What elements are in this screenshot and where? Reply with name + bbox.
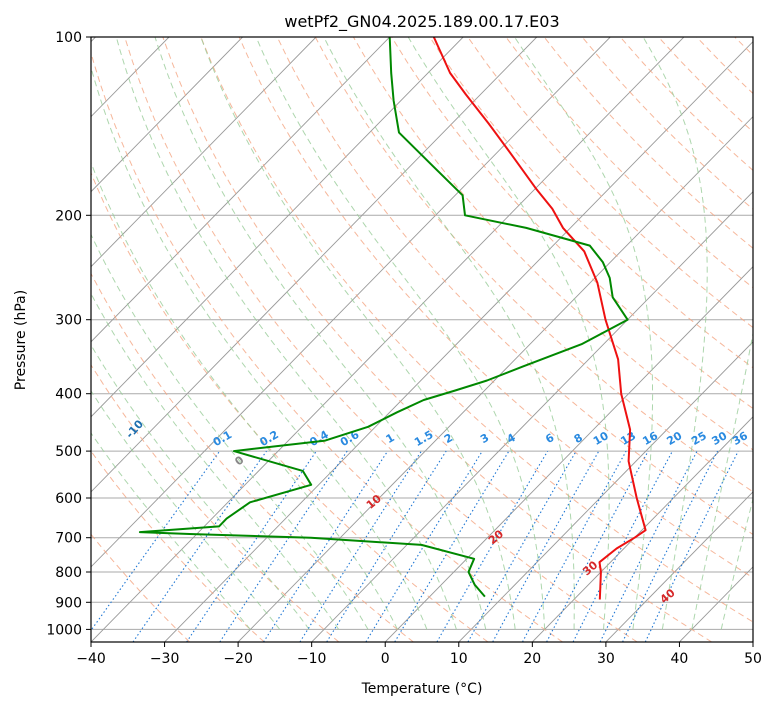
x-tick-label: 0 (381, 651, 390, 667)
x-tick-label: 20 (523, 651, 541, 667)
moist-adiabat-line (91, 432, 251, 630)
isotherm-line (91, 37, 685, 642)
isotherm-line (91, 37, 464, 418)
isotherm-line (605, 491, 753, 642)
isotherm-line (91, 37, 317, 268)
mixing-ratio-line (132, 450, 267, 642)
mixing-ratio-line (219, 450, 348, 642)
dry-adiabat-line (91, 364, 340, 642)
y-tick-label: 600 (55, 491, 82, 507)
isotherm-line (458, 341, 753, 642)
dry-adiabat-line (314, 37, 753, 493)
isotherm-line (91, 37, 243, 193)
mixing-ratio-line (622, 450, 719, 642)
isotherm-line (384, 266, 753, 642)
y-tick-label: 300 (55, 313, 82, 329)
dry-adiabat-line (391, 37, 753, 410)
dry-adiabat-line (276, 37, 753, 536)
x-tick-label: 10 (450, 651, 468, 667)
mixing-ratio-line (186, 450, 317, 642)
mixing-ratio-line (546, 450, 649, 642)
moist-adiabat-line (691, 330, 753, 630)
y-tick-label: 700 (55, 531, 82, 547)
mixing-ratio-line (263, 450, 389, 642)
moist-adiabat-line (514, 37, 654, 630)
moist-adiabat-line (91, 390, 281, 630)
dry-adiabat-line (162, 37, 712, 642)
isotherm-line (91, 37, 611, 568)
y-tick-label: 100 (55, 30, 82, 46)
moist-adiabat-line (642, 37, 708, 630)
x-axis-label: Temperature (°C) (361, 681, 483, 697)
mixing-ratio-line (365, 450, 483, 642)
x-tick-label: −20 (223, 651, 253, 667)
dewpoint-profile-line (138, 37, 629, 598)
moist-adiabat-line (91, 292, 340, 630)
moist-adiabat-line (154, 37, 487, 630)
y-tick-label: 800 (55, 565, 82, 581)
moist-adiabat-line (91, 344, 310, 630)
moist-adiabat-line (200, 37, 516, 630)
chart-title: wetPf2_GN04.2025.189.00.17.E03 (284, 12, 559, 32)
dry-adiabat-line (467, 37, 753, 329)
x-tick-label: −10 (297, 651, 327, 667)
moist-adiabat-line (407, 37, 610, 630)
isotherm-line (91, 37, 391, 343)
moist-adiabat-line (91, 233, 369, 630)
moist-adiabat-line (255, 37, 546, 630)
temperature-profile-line (432, 37, 647, 600)
dry-adiabat-line (91, 171, 489, 642)
isotherm-line (164, 40, 753, 642)
mixing-ratio-line (522, 450, 627, 642)
isotherm-line (531, 416, 753, 642)
y-axis-label: Pressure (hPa) (13, 290, 29, 390)
dry-adiabat-line (91, 450, 265, 642)
y-tick-label: 900 (55, 595, 82, 611)
dry-adiabat-line (91, 272, 414, 642)
y-tick-label: 500 (55, 444, 82, 460)
moist-adiabat-line (115, 37, 457, 630)
moist-adiabat-line (720, 496, 753, 630)
mixing-ratio-line (299, 450, 422, 642)
mixing-ratio-line (492, 450, 600, 642)
moist-adiabat-line (91, 65, 428, 630)
mixing-ratio-line (599, 450, 698, 642)
x-tick-label: 30 (597, 651, 615, 667)
isotherm-line (91, 37, 538, 493)
dry-adiabat-line (91, 50, 563, 642)
dry-adiabat-line (200, 37, 753, 623)
dry-adiabat-line (124, 37, 638, 642)
mixing-ratio-line (91, 450, 221, 632)
y-tick-label: 400 (55, 387, 82, 403)
x-tick-label: −30 (150, 651, 180, 667)
isotherm-line (237, 115, 753, 642)
plot-frame (90, 36, 754, 643)
x-tick-label: 40 (670, 651, 688, 667)
isotherm-line (311, 191, 753, 642)
dry-adiabat-line (238, 37, 753, 579)
dry-adiabat-line (352, 37, 753, 451)
y-tick-label: 1000 (46, 622, 82, 638)
dry-adiabat-line (505, 37, 753, 289)
mixing-ratio-line (467, 450, 577, 642)
dry-adiabat-line (429, 37, 753, 369)
y-tick-label: 200 (55, 208, 82, 224)
x-tick-label: 50 (744, 651, 762, 667)
x-tick-label: −40 (76, 651, 106, 667)
